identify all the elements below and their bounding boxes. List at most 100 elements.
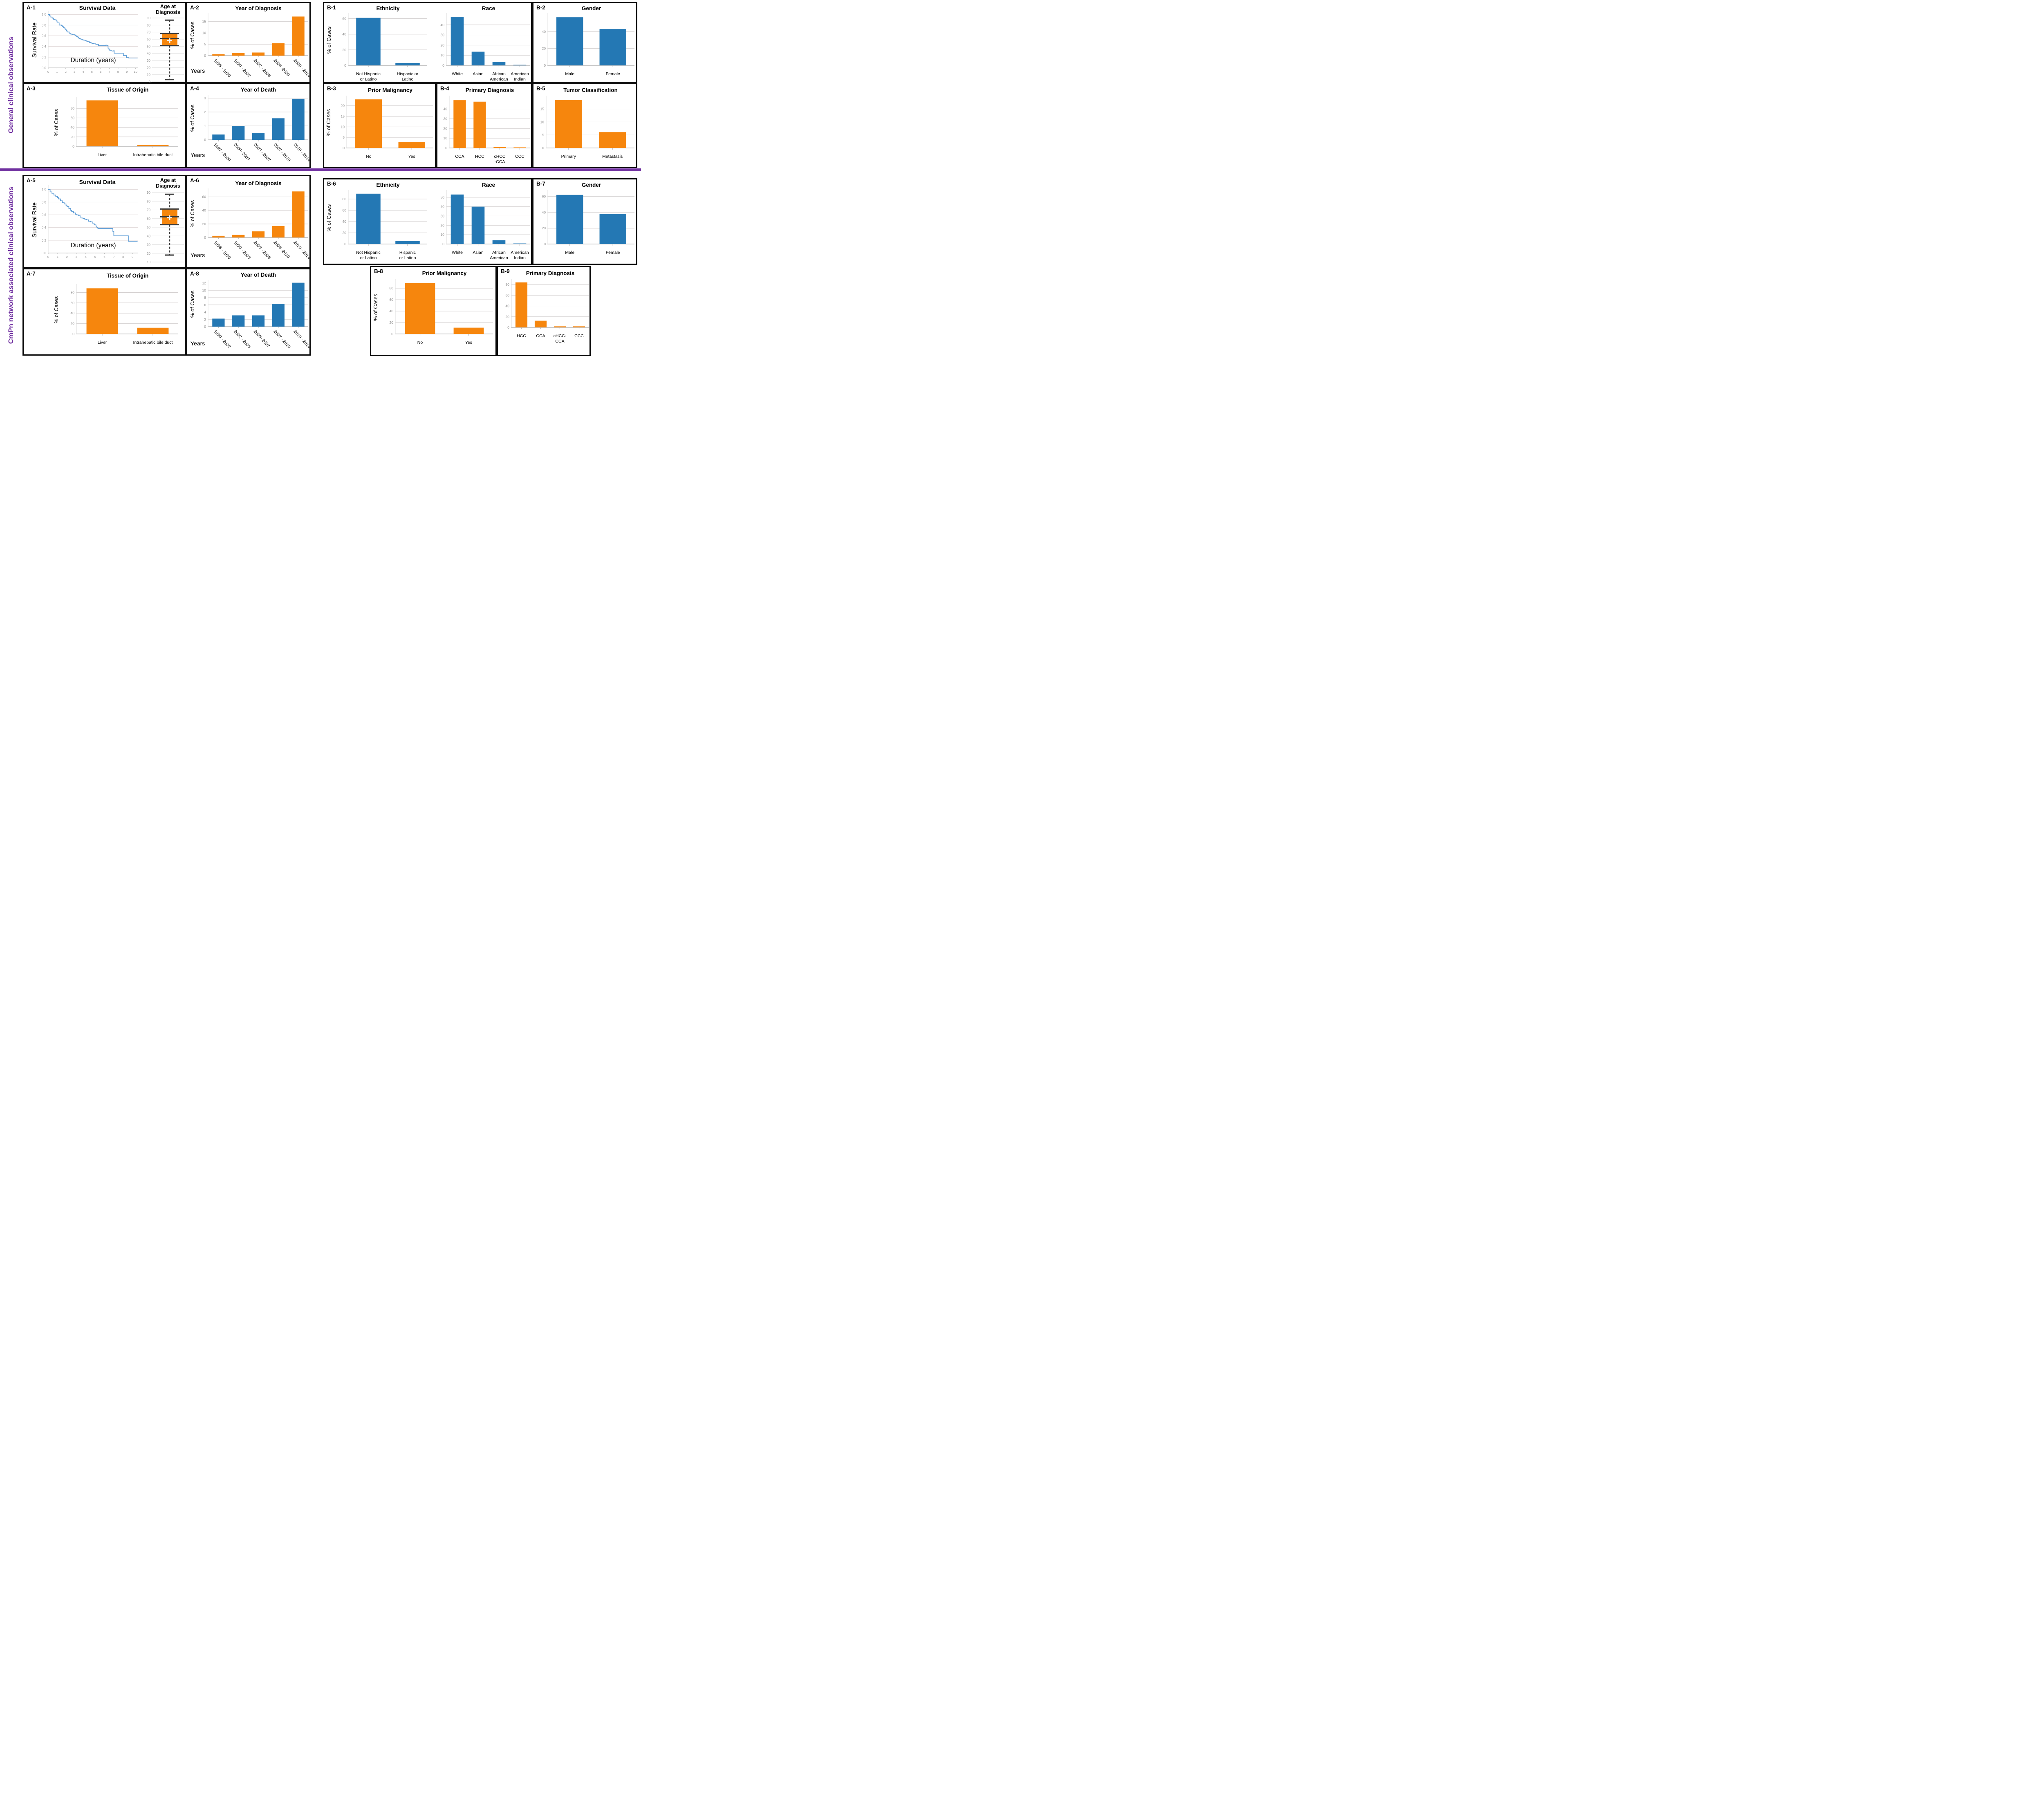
chart-title: Diagnosis: [156, 183, 180, 189]
panel-a3-tissue-of-origin: A-3 0 20 40 60 80 Liver Intrahepatic bile duct…: [22, 83, 186, 168]
y-tick-label: 30: [147, 59, 150, 63]
section-divider: [0, 168, 641, 171]
chart-b9-primary-diagnosis: 0 20 40 60 80 HCC CCA cHCC-CCA CCC Primary Diagno…: [498, 267, 592, 356]
y-tick-label: 80: [506, 282, 510, 287]
x-category-label: Intrahepatic bile duct: [133, 340, 173, 345]
chart-title: Survival Data: [79, 4, 116, 11]
bar: [473, 101, 486, 148]
line-chart-svg: 0.0 0.2 0.4 0.6 0.8 1.0 0 1 2 3 4 5 6 7 8 9 10 Survival D…: [31, 4, 138, 74]
bar: [252, 52, 265, 56]
x-tick-label: 4: [85, 255, 87, 259]
panel-a2-year-of-diagnosis: A-2 0 5 10 15 1995 - 1999 1999 - 2002 2002 - 2…: [186, 2, 312, 83]
y-tick-label: 40: [390, 309, 394, 313]
x-tick-label: 7: [113, 255, 114, 259]
bar: [272, 304, 285, 327]
y-tick-label: 0: [204, 235, 206, 240]
x-tick-label: 2: [66, 255, 68, 259]
x-category-label: 2010 - 2014: [292, 329, 312, 349]
survival-curve: [48, 14, 138, 58]
y-tick-label: 0: [344, 63, 346, 67]
x-category-label: White: [452, 250, 463, 255]
y-tick-label: 0: [391, 332, 393, 336]
y-tick-label: 40: [506, 304, 510, 308]
y-tick-label: 20: [147, 66, 150, 69]
panel-a7-tissue-of-origin: A-7 0 20 40 60 80 Liver Intrahepatic bile duct…: [22, 268, 186, 356]
y-axis-title: Survival Rate: [31, 202, 38, 237]
x-category-label: CCA: [536, 334, 545, 338]
y-tick-label: 80: [343, 197, 347, 201]
x-category-label: 2006 -2010: [273, 240, 291, 260]
y-tick-label: 1.0: [42, 13, 47, 16]
x-category-label: African American: [490, 72, 508, 82]
chart-b8-prior-malignancy: 0 20 40 60 80 No Yes Prior Malignancy % of Cases: [371, 267, 498, 356]
x-category-label: Male: [565, 72, 574, 76]
bar-chart-svg: 0 10 20 30 40 White Asian African AmericanAmeric…: [441, 5, 530, 82]
y-tick-label: 60: [147, 217, 150, 221]
y-axis-title: % of Cases: [372, 293, 379, 321]
x-category-label: No: [417, 340, 423, 345]
bar-chart-svg: 0 20 40 60 1996 - 1999 1999 - 2003 2003 - 2006…: [189, 180, 312, 260]
chart-b7-gender: 0 20 40 60 Male Female Gender: [533, 179, 639, 266]
bar: [86, 288, 118, 334]
chart-title: Race: [482, 5, 495, 11]
bar: [137, 145, 169, 146]
panel-label: B-2: [536, 4, 545, 11]
y-axis-title: % of Cases: [53, 296, 59, 323]
x-category-label: 2010 - 2014: [292, 142, 312, 163]
chart-a7-tissue-of-origin: 0 20 40 60 80 Liver Intrahepatic bile duct Tiss…: [24, 269, 187, 356]
bar: [450, 194, 464, 244]
x-category-label: Not Hispanic or Latino: [356, 72, 381, 82]
chart-b6-ethnicity: 0 20 40 60 80 Not Hispanic or Latino Hispanic or…: [324, 179, 431, 266]
y-tick-label: 0.2: [42, 56, 47, 59]
panel-label: B-6: [327, 181, 336, 187]
x-category-label: HCC: [475, 154, 484, 159]
y-tick-label: 15: [540, 107, 545, 111]
y-tick-label: 5: [204, 42, 206, 46]
x-tick-label: 9: [126, 70, 128, 74]
x-category-label: CCA: [455, 154, 464, 159]
chart-title: Ethnicity: [376, 5, 399, 11]
x-tick-label: 8: [122, 255, 124, 259]
chart-b1-race: 0 10 20 30 40 White Asian African American Americ…: [431, 3, 533, 84]
y-tick-label: 50: [441, 195, 445, 199]
y-tick-label: 60: [542, 195, 546, 199]
panel-label: B-4: [440, 85, 449, 92]
bar-chart-svg: 0 10 20 30 40 50 White Asian African AmericanAmer…: [441, 182, 530, 260]
x-category-label: Metastasis: [602, 154, 623, 159]
panel-label: B-5: [536, 85, 545, 92]
y-tick-label: 20: [444, 126, 448, 130]
y-tick-label: 20: [542, 47, 546, 51]
y-tick-label: 6: [204, 303, 206, 307]
x-category-label: 2009 - 2014: [292, 58, 312, 78]
x-tick-label: 5: [91, 70, 93, 74]
panel-b1-ethnicity-race: B-1 0 20 40 60 Not Hispanic or Latino Hispanic…: [323, 2, 532, 83]
x-category-label: 1995 - 1999: [213, 58, 232, 78]
chart-title: Year of Diagnosis: [235, 180, 281, 186]
bar: [471, 206, 485, 244]
y-tick-label: 40: [343, 32, 347, 36]
chart-title: Prior Malignancy: [422, 270, 467, 276]
panel-label: B-1: [327, 4, 336, 11]
bar: [252, 231, 265, 237]
bar: [232, 315, 245, 327]
y-tick-label: 20: [343, 231, 347, 235]
x-category-label: No: [366, 154, 372, 159]
bar-chart-svg: 0 20 40 60 80 Liver Intrahepatic bile duct Tiss…: [53, 87, 178, 157]
y-tick-label: 5: [343, 135, 345, 139]
panel-b6-ethnicity-race: B-6 0 20 40 60 80 Not Hispanic or Latino Hispan…: [323, 178, 532, 265]
bar: [395, 241, 420, 244]
bar-chart-svg: 0 20 40 60 80 Liver Intrahepatic bile duct Tiss…: [53, 273, 178, 345]
bar: [395, 63, 420, 65]
bar: [556, 17, 583, 66]
bar-chart-svg: 0 20 40 60 Not Hispanic or Latino Hispanic or L…: [326, 5, 427, 82]
bar: [292, 191, 305, 237]
bar: [450, 16, 464, 65]
y-tick-label: 0: [72, 332, 74, 336]
bar: [405, 283, 435, 334]
panel-b3-prior-malignancy: B-3 0 5 10 15 20 No Yes Prior Malignancy % of Ca…: [323, 83, 436, 168]
y-tick-label: 1: [204, 124, 206, 128]
chart-title: Primary Diagnosis: [526, 270, 575, 276]
x-tick-label: 3: [74, 70, 75, 74]
bar: [252, 315, 265, 327]
